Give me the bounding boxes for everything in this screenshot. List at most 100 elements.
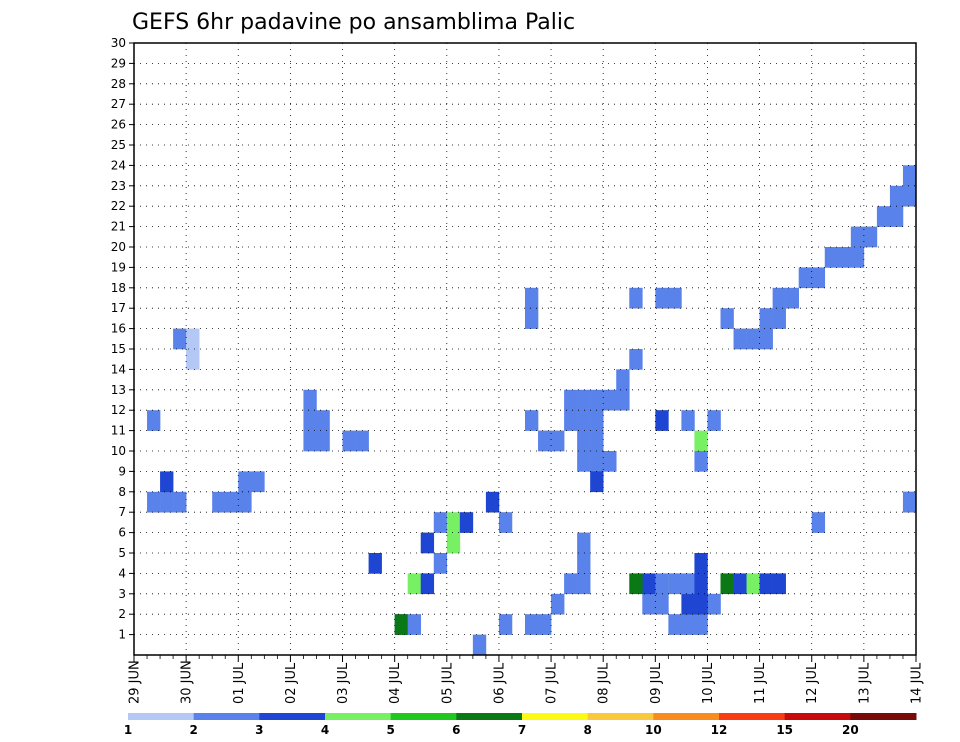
x-tick-label: 01 JUL: [232, 662, 247, 704]
precip-cell: [733, 328, 747, 350]
legend-swatch: [587, 713, 654, 720]
y-tick-label: 7: [118, 505, 126, 519]
precip-cell: [590, 471, 604, 493]
precip-cell: [160, 491, 174, 513]
precip-cell: [681, 614, 695, 635]
precip-cell: [746, 328, 760, 350]
precip-cell: [303, 389, 317, 411]
x-axis: 29 JUN 30 JUN 01 JUL 02 JUL 03 JUL 04 JUL 05 J…: [128, 655, 925, 704]
y-tick-label: 1: [118, 628, 126, 642]
precip-cell: [251, 471, 265, 493]
precip-cell: [316, 430, 330, 452]
chart-title: GEFS 6hr padavine po ansamblima Palic: [132, 10, 575, 35]
precip-cell: [433, 512, 448, 533]
precip-cell: [186, 349, 200, 370]
x-tick-label: 13 JUL: [857, 662, 872, 704]
y-tick-label: 4: [118, 566, 126, 580]
y-tick-label: 15: [111, 342, 126, 356]
precip-cell: [733, 573, 747, 595]
precip-cell: [707, 410, 721, 431]
precip-cell: [525, 308, 539, 329]
legend-label: 2: [189, 723, 197, 737]
precip-cell: [498, 512, 513, 533]
y-tick-label: 16: [111, 322, 126, 336]
y-tick-label: 10: [111, 444, 126, 458]
y-tick-label: 14: [111, 362, 126, 376]
precip-cell: [902, 185, 917, 207]
y-tick-label: 26: [111, 118, 126, 132]
y-tick-label: 23: [111, 179, 126, 193]
precip-cell: [798, 267, 813, 289]
precip-cell: [902, 165, 917, 187]
precip-cell: [668, 614, 682, 635]
legend-label: 20: [842, 723, 859, 737]
precip-cell: [603, 451, 617, 472]
y-tick-label: 30: [111, 36, 126, 50]
precip-cell: [433, 553, 448, 574]
precip-cell: [577, 389, 591, 411]
x-tick-label: 10 JUL: [701, 662, 716, 704]
precip-cell: [538, 614, 552, 635]
precip-cell: [668, 287, 682, 309]
precip-cell: [173, 491, 187, 513]
precip-cell: [759, 308, 773, 329]
precip-cell: [720, 308, 734, 329]
y-tick-label: 3: [118, 587, 126, 601]
precip-cell: [446, 532, 461, 554]
precip-cell: [811, 267, 826, 289]
precip-cell: [694, 430, 708, 452]
y-tick-label: 2: [118, 607, 126, 621]
precip-cell: [876, 206, 891, 227]
precip-cell: [590, 430, 604, 452]
precip-cell: [303, 430, 317, 452]
y-tick-label: 5: [118, 546, 126, 560]
precip-cell: [551, 430, 565, 452]
precip-cell: [446, 512, 461, 533]
precip-cell: [694, 451, 708, 472]
y-tick-label: 29: [111, 56, 126, 70]
precip-cell: [629, 287, 643, 309]
precip-cell: [577, 532, 591, 554]
precip-cell: [407, 573, 422, 595]
legend-label: 6: [452, 723, 460, 737]
precip-cell: [577, 553, 591, 574]
precip-cell: [420, 532, 435, 554]
legend-swatch: [719, 713, 786, 720]
precip-cell: [694, 553, 708, 574]
legend-swatch: [193, 713, 260, 720]
precip-cell: [694, 593, 708, 615]
precip-cell: [681, 593, 695, 615]
x-tick-label: 08 JUL: [597, 662, 612, 704]
y-tick-label: 28: [111, 77, 126, 91]
y-tick-label: 27: [111, 97, 126, 111]
precip-cell: [616, 389, 630, 411]
precip-cell: [498, 614, 513, 635]
legend-label: 12: [711, 723, 728, 737]
precip-cell: [590, 451, 604, 472]
precip-cell: [173, 328, 187, 350]
precip-cell: [407, 614, 422, 635]
y-tick-label: 8: [118, 485, 126, 499]
precip-cell: [160, 471, 174, 493]
y-tick-label: 9: [118, 464, 126, 478]
precip-cell: [811, 512, 826, 533]
precip-cell: [590, 410, 604, 431]
legend-swatch: [325, 713, 392, 720]
precip-cell: [642, 573, 656, 595]
precip-cell: [551, 593, 565, 615]
y-tick-label: 6: [118, 526, 126, 540]
precip-cell: [525, 410, 539, 431]
y-tick-label: 21: [111, 220, 126, 234]
x-tick-label: 09 JUL: [649, 662, 664, 704]
x-tick-label: 05 JUL: [440, 662, 455, 704]
x-tick-label: 02 JUL: [284, 662, 299, 704]
cells-layer: [147, 165, 917, 656]
legend-swatch: [128, 713, 195, 720]
precip-cell: [655, 287, 669, 309]
y-tick-label: 20: [111, 240, 126, 254]
legend-label: 7: [518, 723, 526, 737]
legend-label: 5: [386, 723, 394, 737]
precip-cell: [642, 593, 656, 615]
precip-cell: [394, 614, 408, 635]
